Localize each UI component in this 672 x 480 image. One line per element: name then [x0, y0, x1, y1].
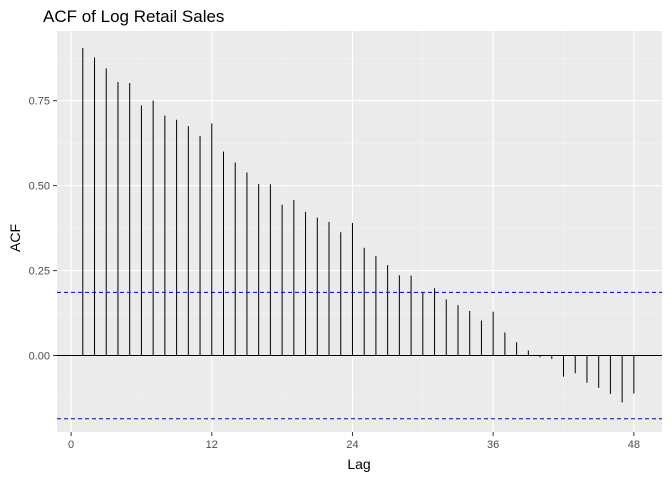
x-tick-label: 0	[68, 439, 74, 451]
y-tick-label: 0.50	[29, 181, 50, 193]
y-tick-label: 0.75	[29, 96, 50, 108]
minor-gridlines	[57, 31, 662, 432]
x-tick-label: 36	[487, 439, 499, 451]
x-tick-label: 48	[628, 439, 640, 451]
y-tick-label: 0.00	[29, 351, 50, 363]
y-axis: 0.00 0.25 0.50 0.75	[29, 96, 57, 363]
y-axis-title: ACF	[7, 224, 23, 252]
x-axis-title: Lag	[347, 456, 370, 472]
x-axis: 0 12 24 36 48	[68, 432, 640, 451]
chart-title: ACF of Log Retail Sales	[43, 7, 224, 26]
acf-bars	[82, 47, 635, 403]
x-tick-label: 24	[346, 439, 358, 451]
x-tick-label: 12	[206, 439, 218, 451]
plot-panel	[57, 31, 662, 432]
y-tick-label: 0.25	[29, 266, 50, 278]
